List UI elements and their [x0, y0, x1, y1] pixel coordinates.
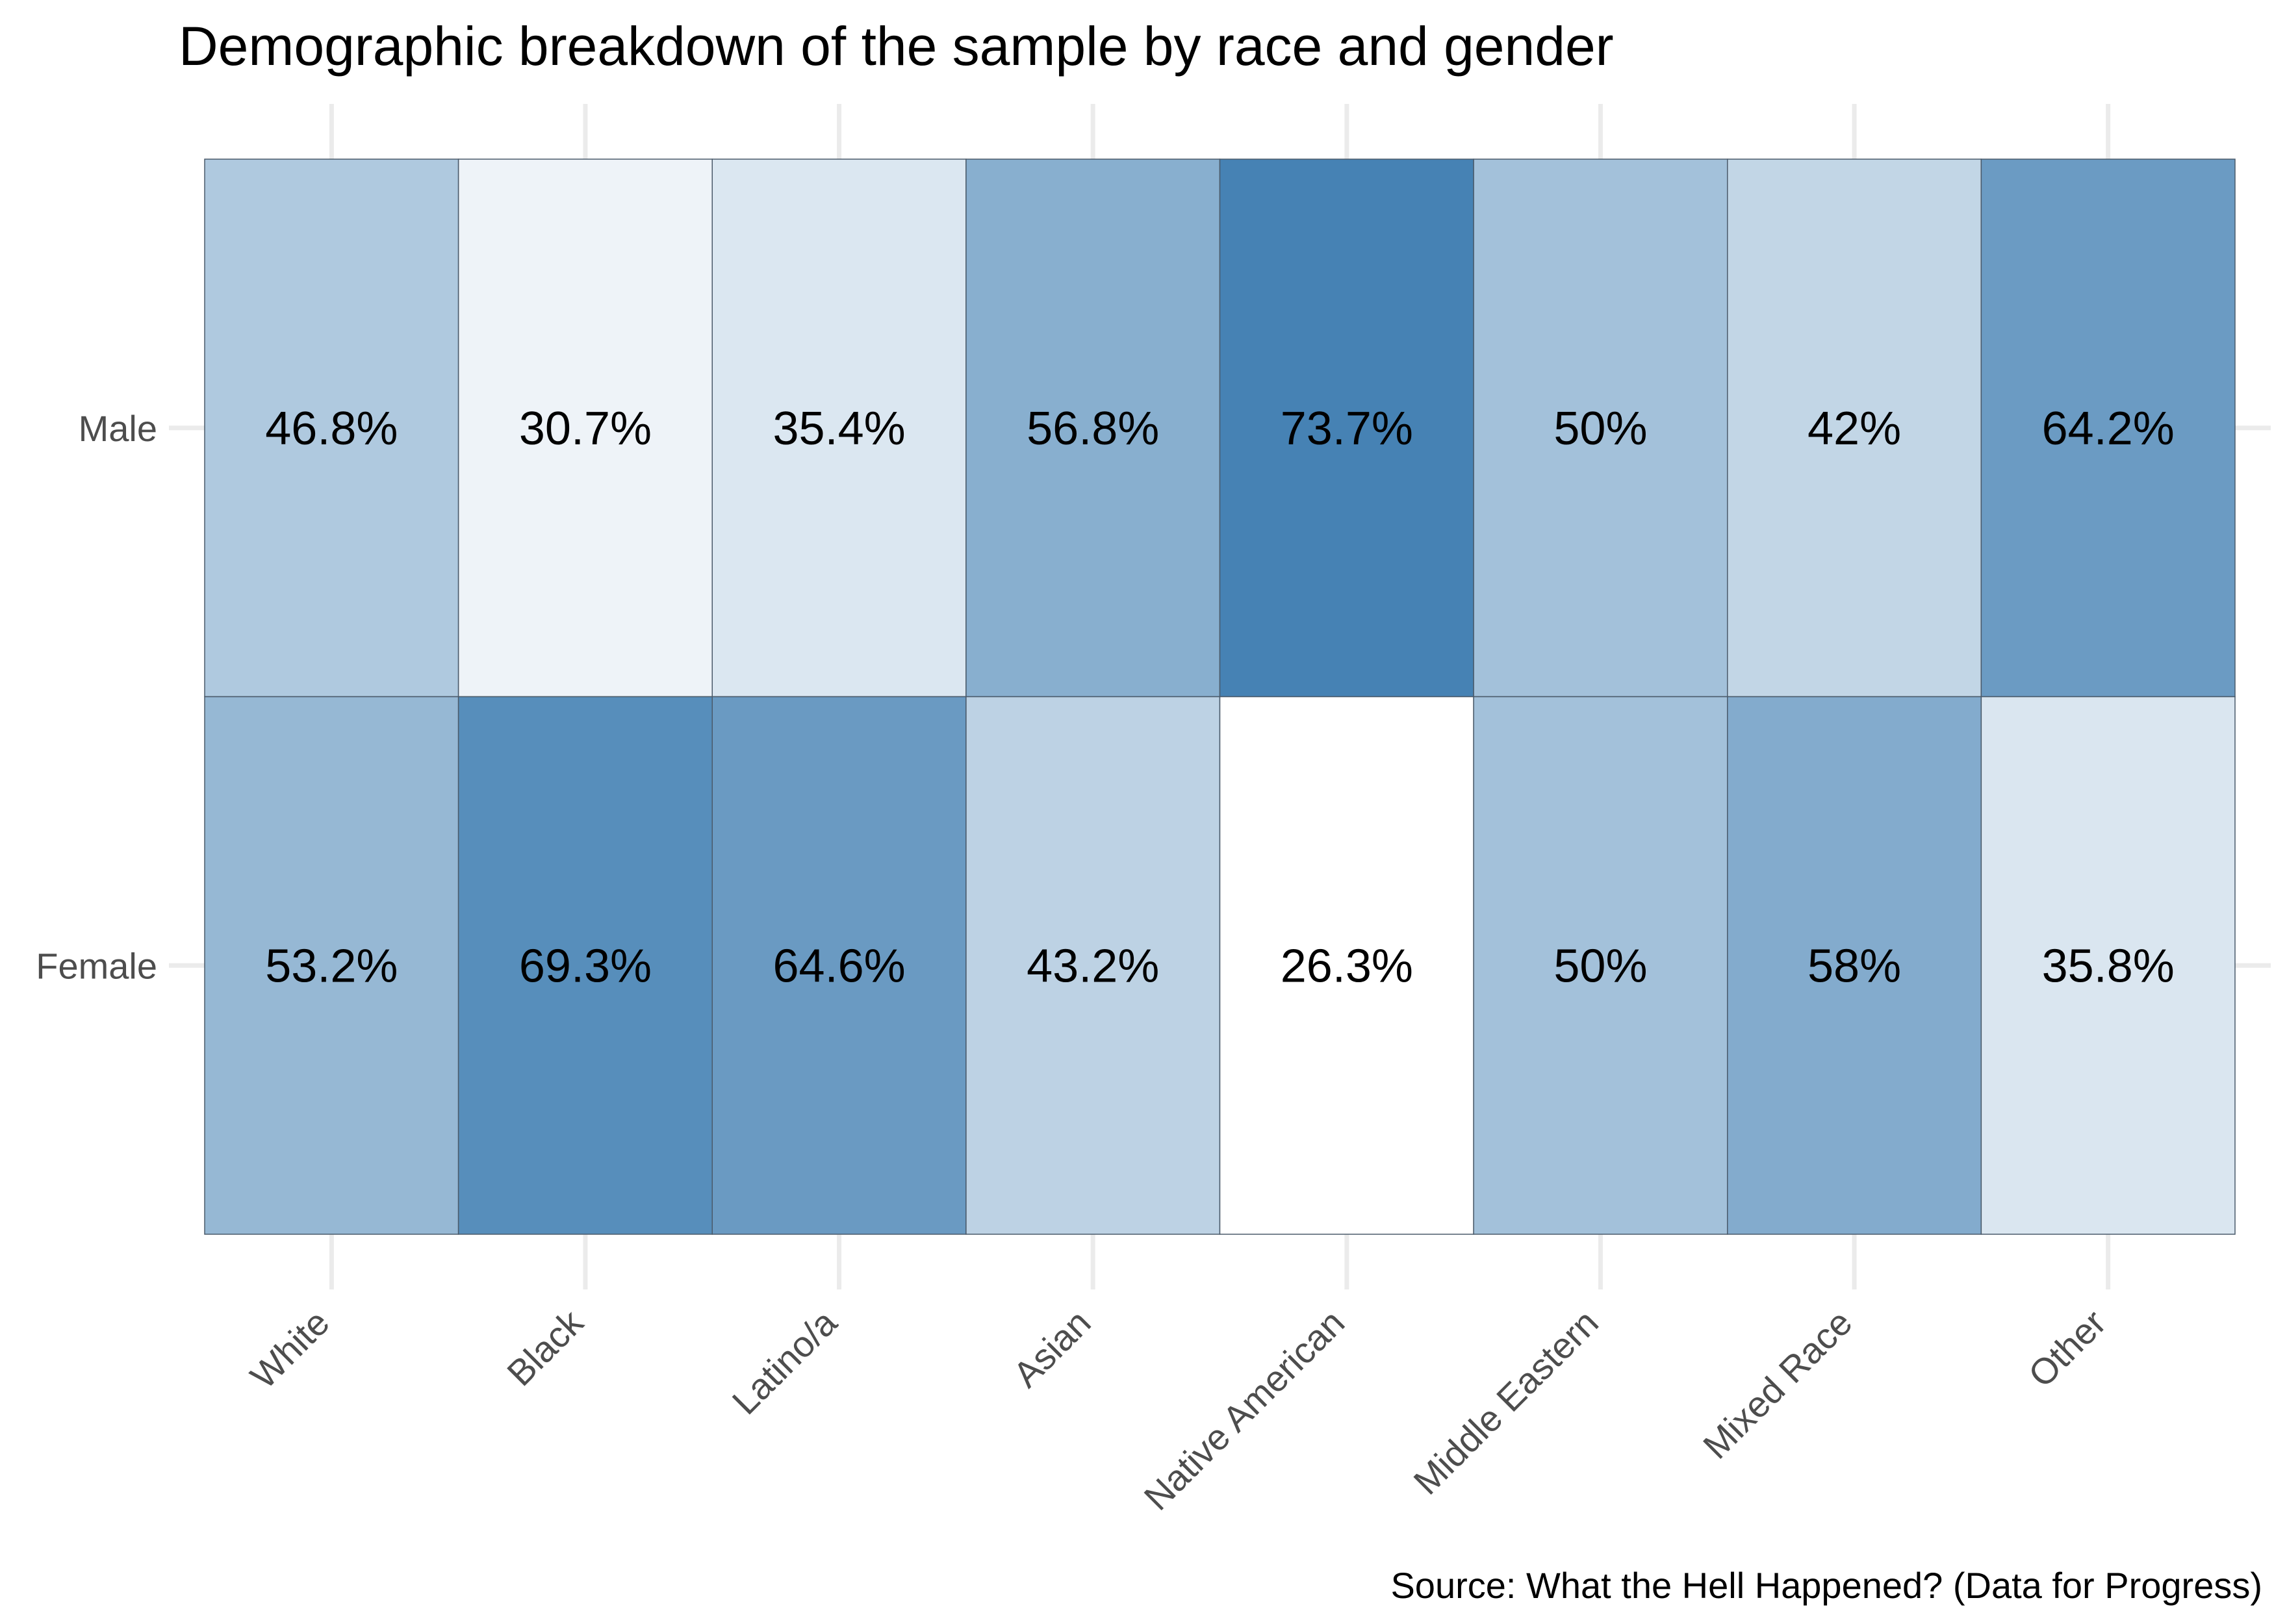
cell-label-male-black: 30.7%: [519, 403, 652, 455]
cell-label-female-middle-eastern: 50%: [1553, 940, 1647, 992]
x-tick-label-asian: Asian: [1005, 1302, 1099, 1395]
cell-label-female-asian: 43.2%: [1027, 940, 1159, 992]
y-axis: Male Female: [36, 408, 157, 987]
heatmap-cell-male-middle-eastern: [1473, 159, 1728, 698]
heatmap-cell-female-middle-eastern: [1473, 696, 1728, 1235]
heatmap-cell-labels: 46.8% 30.7% 35.4% 56.8% 73.7% 50% 42% 64.2% 53.2…: [265, 403, 2175, 993]
cell-label-female-white: 53.2%: [265, 940, 398, 992]
heatmap-cell-female-native-american: [1219, 696, 1474, 1235]
heatmap-cell-female-asian: [965, 696, 1221, 1235]
heatmap-cell-female-other: [1980, 696, 2236, 1235]
cell-label-male-latino-a: 35.4%: [773, 403, 905, 455]
cell-label-female-latino-a: 64.6%: [773, 940, 905, 992]
heatmap-cell-male-asian: [965, 159, 1221, 698]
cell-label-male-white: 46.8%: [265, 403, 398, 455]
x-tick-label-mixed-race: Mixed Race: [1695, 1302, 1860, 1467]
cell-label-male-other: 64.2%: [2042, 403, 2175, 455]
x-tick-label-native-american: Native American: [1136, 1302, 1352, 1518]
x-axis: White Black Latino/a Asian Native American Mi…: [242, 1301, 2114, 1518]
heatmap-cell-female-mixed-race: [1727, 696, 1982, 1235]
cell-label-male-native-american: 73.7%: [1281, 403, 1413, 455]
cell-label-female-mixed-race: 58%: [1808, 940, 1901, 992]
heatmap-cell-male-other: [1980, 159, 2236, 698]
heatmap-cell-female-latino-a: [711, 696, 967, 1235]
x-tick-label-other: Other: [2021, 1302, 2114, 1395]
cell-label-male-middle-eastern: 50%: [1553, 403, 1647, 455]
y-tick-label-male: Male: [79, 408, 157, 449]
x-tick-label-latino-a: Latino/a: [724, 1301, 845, 1422]
heatmap-cell-male-black: [457, 159, 713, 698]
heatmap-cell-male-native-american: [1219, 159, 1474, 698]
cell-label-male-asian: 56.8%: [1027, 403, 1159, 455]
chart-title: Demographic breakdown of the sample by r…: [179, 16, 1614, 77]
heatmap-cell-male-white: [204, 159, 459, 698]
x-tick-label-white: White: [242, 1302, 337, 1397]
x-tick-label-middle-eastern: Middle Eastern: [1405, 1302, 1606, 1503]
cell-label-female-other: 35.8%: [2042, 940, 2175, 992]
x-tick-label-black: Black: [499, 1301, 591, 1393]
chart-caption: Source: What the Hell Happened? (Data fo…: [1390, 1565, 2262, 1606]
cell-label-female-native-american: 26.3%: [1281, 940, 1413, 992]
heatmap-cell-female-white: [204, 696, 459, 1235]
heatmap-cells: [204, 159, 2236, 1235]
heatmap-cell-female-black: [457, 696, 713, 1235]
heatmap-cell-male-mixed-race: [1727, 159, 1982, 698]
cell-label-female-black: 69.3%: [519, 940, 652, 992]
y-tick-label-female: Female: [36, 945, 157, 986]
cell-label-male-mixed-race: 42%: [1808, 403, 1901, 455]
